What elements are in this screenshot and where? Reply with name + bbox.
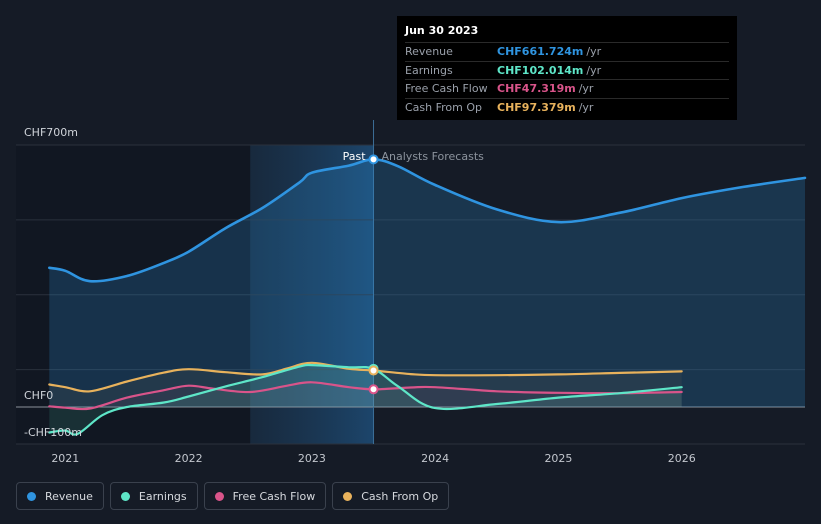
legend-dot-icon xyxy=(214,491,224,501)
legend-label: Cash From Op xyxy=(361,489,439,503)
tooltip-label: Revenue xyxy=(405,45,453,59)
present-point-free-cash-flow xyxy=(368,384,379,395)
hover-tooltip: Jun 30 2023 Revenue CHF661.724m /yr Earn… xyxy=(397,16,737,120)
tooltip-label: Earnings xyxy=(405,63,453,77)
tooltip-label: Cash From Op xyxy=(405,100,483,114)
present-point-cash-from-op xyxy=(368,365,379,376)
tooltip-row-cash-from-op: Cash From Op CHF97.379m /yr xyxy=(405,97,729,117)
tooltip-unit: /yr xyxy=(586,63,602,77)
tooltip-value: CHF661.724m xyxy=(497,45,584,59)
legend-item-cash-from-op[interactable]: Cash From Op xyxy=(332,482,450,510)
legend-item-earnings[interactable]: Earnings xyxy=(109,482,198,510)
legend-dot-icon xyxy=(343,491,353,501)
tooltip-value: CHF97.379m xyxy=(497,100,576,114)
legend-dot-icon xyxy=(27,491,36,501)
tooltip-row-revenue: Revenue CHF661.724m /yr xyxy=(405,42,729,61)
past-label: Past xyxy=(343,150,367,163)
x-tick-label: 2025 xyxy=(544,452,572,465)
series-area-cash-from-op xyxy=(49,362,682,407)
legend-dot-icon xyxy=(120,491,130,501)
legend-label: Free Cash Flow xyxy=(232,489,316,503)
chart-legend: Revenue Earnings Free Cash Flow Cash Fro… xyxy=(16,482,450,510)
x-tick-label: 2021 xyxy=(51,452,79,465)
tooltip-unit: /yr xyxy=(578,82,594,96)
tooltip-unit: /yr xyxy=(578,100,594,114)
tooltip-row-earnings: Earnings CHF102.014m /yr xyxy=(405,60,729,80)
legend-label: Revenue xyxy=(45,489,93,503)
tooltip-unit: /yr xyxy=(586,45,602,59)
tooltip-value: CHF47.319m xyxy=(497,82,576,96)
forecast-label: Analysts Forecasts xyxy=(382,150,485,163)
x-tick-label: 2022 xyxy=(175,452,203,465)
tooltip-value: CHF102.014m xyxy=(497,63,584,77)
x-tick-label: 2024 xyxy=(421,452,449,465)
y-label-top: CHF700m xyxy=(24,126,78,139)
series-line-earnings xyxy=(48,363,683,436)
tooltip-label: Free Cash Flow xyxy=(405,82,488,96)
label-layer: CHF700m CHF0 -CHF100m 2021 2022 2023 2024 2025 2… xyxy=(24,126,696,465)
series-area-earnings xyxy=(49,365,682,435)
legend-item-free-cash-flow[interactable]: Free Cash Flow xyxy=(203,482,327,510)
series-line-revenue xyxy=(48,157,807,283)
series-line-cash-from-op xyxy=(48,361,683,393)
legend-label: Earnings xyxy=(138,489,187,503)
y-label-bottom: -CHF100m xyxy=(24,426,82,439)
series-layer xyxy=(48,154,807,436)
legend-item-revenue[interactable]: Revenue xyxy=(16,482,104,510)
series-line-free-cash-flow xyxy=(48,381,683,411)
tooltip-row-free-cash-flow: Free Cash Flow CHF47.319m /yr xyxy=(405,79,729,98)
x-tick-label: 2026 xyxy=(668,452,696,465)
x-tick-label: 2023 xyxy=(298,452,326,465)
tooltip-date: Jun 30 2023 xyxy=(405,24,479,37)
y-label-zero: CHF0 xyxy=(24,389,53,402)
present-point-revenue xyxy=(368,154,379,165)
